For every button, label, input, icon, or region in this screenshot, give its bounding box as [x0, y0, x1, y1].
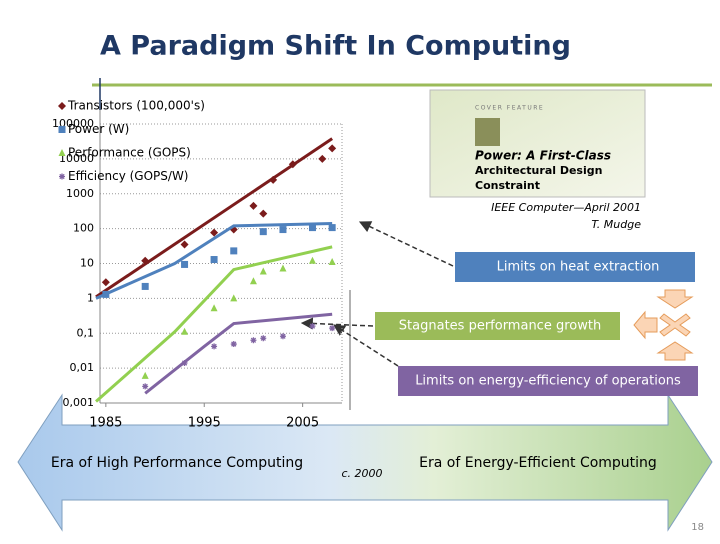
- point: [102, 290, 110, 298]
- icon: [633, 310, 658, 340]
- page-number: 18: [691, 522, 704, 533]
- point: [210, 304, 218, 312]
- y-tick-label: 1000: [66, 187, 94, 200]
- x-tick-label: 2005: [286, 416, 319, 431]
- legend-label: Efficiency (GOPS/W): [68, 169, 189, 183]
- era-left: Era of High Performance Computing: [51, 455, 303, 471]
- point: [249, 201, 258, 210]
- point: [288, 160, 297, 169]
- y-tick-label: 100: [73, 222, 94, 235]
- point: [309, 323, 316, 330]
- callout-text: Stagnates performance growth: [399, 319, 601, 334]
- callout-arrow: [332, 324, 399, 367]
- point: [181, 260, 189, 268]
- y-tick-label: 0,1: [77, 326, 95, 339]
- point: [141, 282, 149, 290]
- point: [308, 256, 316, 264]
- point: [279, 264, 287, 272]
- point: [101, 278, 110, 287]
- point: [269, 175, 278, 184]
- point: [230, 341, 237, 348]
- cover-headline: Power: A First-Class: [475, 149, 611, 163]
- point: [279, 226, 287, 234]
- y-tick-label: 10: [80, 257, 94, 270]
- point: [141, 256, 150, 265]
- x-tick-label: 1985: [89, 416, 122, 431]
- legend-label: Power (W): [68, 122, 129, 136]
- legend-marker: [59, 173, 65, 180]
- era-middle: c. 2000: [341, 467, 382, 480]
- point: [211, 343, 218, 350]
- trend-line: [144, 312, 333, 395]
- callout-arrow: [358, 221, 454, 267]
- point: [142, 383, 149, 390]
- point: [180, 240, 189, 249]
- point: [230, 294, 238, 302]
- legend-marker: [58, 126, 66, 133]
- y-tick-label: 10000: [59, 152, 94, 165]
- callout-text: Limits on energy-efficiency of operation…: [415, 374, 681, 389]
- point: [230, 247, 238, 255]
- point: [259, 267, 267, 275]
- y-tick-label: 0,001: [63, 396, 95, 409]
- point: [308, 224, 316, 232]
- point: [181, 327, 189, 335]
- point: [141, 371, 149, 379]
- era-arrow: [17, 393, 713, 532]
- point: [259, 228, 267, 236]
- trend-line: [95, 137, 333, 299]
- slide-title: A Paradigm Shift In Computing: [100, 31, 571, 62]
- point: [259, 209, 268, 218]
- trend-line: [95, 245, 333, 403]
- point: [210, 228, 219, 237]
- cover-headline: Constraint: [475, 179, 540, 192]
- icon: [659, 313, 691, 337]
- callout-text: Limits on heat extraction: [497, 260, 660, 275]
- point: [318, 154, 327, 163]
- cover-kicker: COVER FEATURE: [475, 105, 544, 112]
- callout-box: [375, 312, 620, 340]
- legend-marker: [58, 102, 66, 110]
- point: [249, 277, 257, 285]
- callout-box: [455, 252, 695, 282]
- callout-box: [398, 366, 698, 396]
- trend-line: [95, 222, 333, 300]
- point: [210, 256, 218, 264]
- legend-marker: [58, 149, 66, 156]
- y-tick-label: 0,01: [70, 361, 95, 374]
- point: [329, 325, 336, 332]
- point: [328, 224, 336, 232]
- cover-caption: T. Mudge: [591, 218, 641, 231]
- legend-label: Performance (GOPS): [68, 146, 191, 160]
- point: [260, 335, 267, 342]
- cover-icon: [475, 118, 500, 146]
- cover-image: [429, 89, 646, 198]
- x-tick-label: 1995: [188, 416, 221, 431]
- icon: [656, 341, 694, 361]
- point: [250, 337, 257, 344]
- cover-caption: IEEE Computer—April 2001: [491, 201, 641, 214]
- point: [328, 258, 336, 266]
- y-tick-label: 1: [87, 291, 94, 304]
- icon: [656, 289, 694, 309]
- era-right: Era of Energy-Efficient Computing: [419, 455, 657, 471]
- cover-headline: Architectural Design: [475, 164, 602, 177]
- point: [181, 360, 188, 367]
- point: [328, 144, 337, 153]
- legend-label: Transistors (100,000's): [67, 99, 205, 113]
- point: [279, 333, 286, 340]
